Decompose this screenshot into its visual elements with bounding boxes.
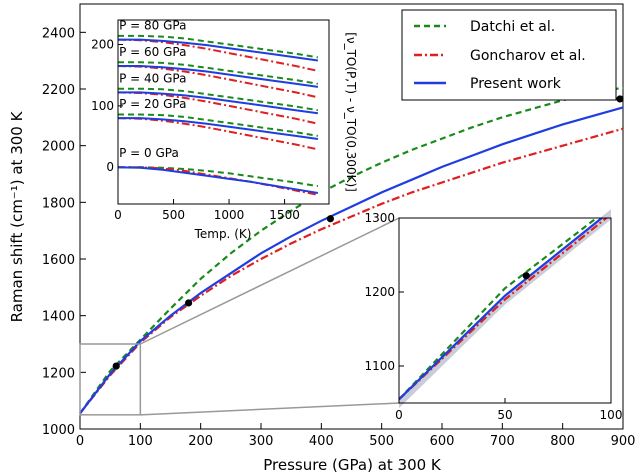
inset-top-curve [118, 61, 319, 85]
inset-top-curve [117, 166, 319, 194]
x-tick-label: 400 [309, 434, 334, 449]
y-tick-label: 1800 [42, 196, 75, 211]
legend-label-goncharov: Goncharov et al. [470, 48, 586, 64]
inset-top-frame [117, 19, 330, 205]
y-tick-label: 1000 [42, 423, 75, 438]
main-plot-area [79, 3, 624, 430]
inset-top-curve [118, 87, 319, 112]
inset-zoom-y-tick-label: 1200 [364, 285, 395, 299]
y-tick-label: 2200 [42, 83, 75, 98]
x-tick-label: 900 [611, 434, 636, 449]
inset-zoom-band [399, 209, 611, 409]
inset-zoom-x-tick-label: 0 [395, 408, 403, 422]
y-tick-label: 2000 [42, 140, 75, 155]
inset-top-pressure-label: P = 40 GPa [119, 71, 186, 85]
inset-top-y-tick-label: 100 [91, 99, 114, 113]
y-tick-label: 1200 [42, 366, 75, 381]
inset-top-x-label: Temp. (K) [194, 227, 252, 241]
x-tick-label: 0 [76, 434, 84, 449]
inset-top-curve [118, 38, 319, 62]
inset-top-curve [118, 113, 319, 137]
inset-zoom-marker [522, 272, 530, 280]
series-line-present [79, 106, 624, 415]
inset-zoom-frame [398, 217, 612, 404]
inset-top-pressure-label: P = 60 GPa [119, 45, 186, 59]
inset-top-curve [118, 117, 319, 140]
legend-label-datchi: Datchi et al. [470, 19, 555, 35]
data-point-marker [326, 215, 334, 223]
x-tick-label: 500 [369, 434, 394, 449]
x-tick-label: 800 [550, 434, 575, 449]
y-tick-label: 1400 [42, 310, 75, 325]
inset-zoom-y-tick-label: 1300 [364, 211, 395, 225]
inset-zoom-x-tick-label: 50 [497, 408, 512, 422]
x-axis-label: Pressure (GPa) at 300 K [263, 456, 442, 474]
main-plot-layer: 0 100 200 300 400 500 600 700 800 900100012001400… [42, 26, 636, 449]
zoom-region-box [79, 343, 142, 416]
data-point-marker [112, 362, 120, 370]
inset-top-curve [118, 65, 319, 88]
inset-top-x-tick-label: 500 [162, 208, 185, 222]
x-tick-label: 300 [249, 434, 274, 449]
inset-top-y-tick-label: 0 [106, 160, 114, 174]
legend: Datchi et al. Goncharov et al. Present w… [401, 9, 617, 101]
inset-top-pressure-label: P = 80 GPa [119, 19, 186, 33]
x-tick-label: 200 [188, 434, 213, 449]
inset-top-pressure-label: P = 0 GPa [119, 146, 179, 160]
inset-top-curve [118, 91, 319, 115]
x-tick-label: 600 [430, 434, 455, 449]
zoom-guides [79, 217, 400, 416]
inset-zoom-x-tick-label: 100 [600, 408, 623, 422]
zoom-connector-bottom [140, 402, 400, 416]
inset-top-x-tick-label: 0 [114, 208, 122, 222]
inset-top-pressure-label: P = 20 GPa [119, 97, 186, 111]
y-axis-label: Raman shift (cm⁻¹) at 300 K [8, 110, 26, 322]
inset-top-y-label: [ν_TO(P,T) - ν_TO(0,300K)] [344, 32, 358, 192]
inset-zoom-y-tick-label: 1100 [364, 359, 395, 373]
series-line-datchi [79, 86, 624, 415]
inset-top-x-tick-label: 1500 [269, 208, 300, 222]
y-tick-label: 1600 [42, 253, 75, 268]
data-point-marker [616, 95, 624, 103]
inset-top-layer: 0 500 1000 1500 0 100 200 P = 80 GPa P = 60 GPa P… [91, 19, 319, 222]
inset-top-x-tick-label: 1000 [214, 208, 245, 222]
x-tick-label: 100 [128, 434, 153, 449]
zoom-connector-top [140, 217, 400, 345]
x-tick-label: 700 [490, 434, 515, 449]
data-point-marker [185, 299, 193, 307]
y-tick-label: 2400 [42, 26, 75, 41]
inset-top-y-tick-label: 200 [91, 38, 114, 52]
inset-top-curve [118, 34, 319, 59]
legend-label-present: Present work [470, 76, 562, 92]
